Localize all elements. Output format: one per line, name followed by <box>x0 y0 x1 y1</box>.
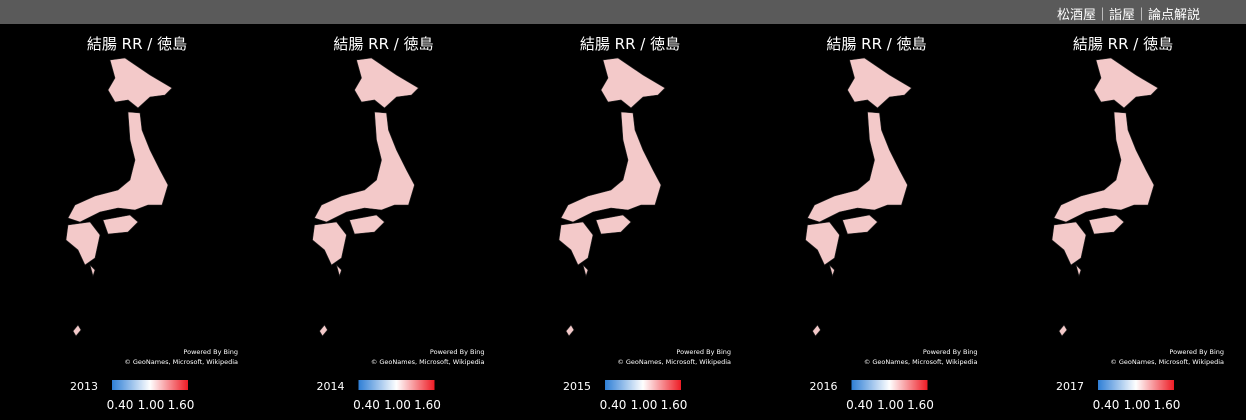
panel-title: 結腸 RR / 徳島 <box>333 35 433 53</box>
region-shape <box>107 57 173 109</box>
map-panel: 結腸 RR / 徳島 Powered By Bing © GeoNames, Mic… <box>65 35 238 412</box>
color-scale <box>112 380 188 390</box>
color-scale <box>851 380 928 390</box>
region-shape <box>335 263 342 278</box>
panel-title: 結腸 RR / 徳島 <box>826 35 926 53</box>
region-shape <box>314 111 415 223</box>
region-shape <box>582 263 589 278</box>
legend-max: 1.60 <box>661 398 688 412</box>
map-panel: 結腸 RR / 徳島 Powered By Bing © GeoNames, Mic… <box>1051 35 1224 412</box>
credit: © GeoNames, Microsoft, Wikipedia <box>617 358 731 366</box>
legend-min: 0.40 <box>107 398 134 412</box>
legend-year: 2014 <box>317 380 345 393</box>
credit: Powered By Bing <box>923 348 978 356</box>
legend-mid: 1.00 <box>138 398 165 412</box>
region-shape <box>72 324 82 337</box>
region-shape <box>600 57 666 109</box>
region-shape <box>807 111 908 223</box>
legend-max: 1.60 <box>1154 398 1181 412</box>
panel-title: 結腸 RR / 徳島 <box>1073 35 1173 53</box>
credit: © GeoNames, Microsoft, Wikipedia <box>1110 358 1224 366</box>
legend-max: 1.60 <box>907 398 934 412</box>
legend-min: 0.40 <box>846 398 873 412</box>
region-shape <box>558 221 594 266</box>
legend-max: 1.60 <box>168 398 195 412</box>
region-shape <box>1058 324 1068 337</box>
credit: © GeoNames, Microsoft, Wikipedia <box>124 358 238 366</box>
region-shape <box>565 324 575 337</box>
legend-year: 2015 <box>563 380 591 393</box>
credit: Powered By Bing <box>1169 348 1224 356</box>
region-shape <box>102 214 139 235</box>
map-panel: 結腸 RR / 徳島 Powered By Bing © GeoNames, Mic… <box>558 35 731 412</box>
region-shape <box>319 324 328 337</box>
legend-min: 0.40 <box>353 398 380 412</box>
panel-title: 結腸 RR / 徳島 <box>580 35 680 53</box>
region-shape <box>1093 57 1159 109</box>
credit: © GeoNames, Microsoft, Wikipedia <box>371 358 485 366</box>
color-scale <box>605 380 681 390</box>
credit: Powered By Bing <box>183 348 238 356</box>
region-shape <box>828 263 835 278</box>
region-shape <box>805 221 840 266</box>
region-shape <box>89 263 96 278</box>
legend-year: 2017 <box>1056 380 1084 393</box>
region-shape <box>312 221 347 266</box>
legend-min: 0.40 <box>600 398 627 412</box>
map-panel: 結腸 RR / 徳島 Powered By Bing © GeoNames, Mic… <box>805 35 978 412</box>
region-shape <box>1053 111 1155 223</box>
region-shape <box>1051 221 1087 266</box>
brand: 松酒屋｜詣屋｜論点解説 <box>1056 8 1200 23</box>
color-scale <box>1098 380 1174 390</box>
region-shape <box>354 57 419 109</box>
region-shape <box>65 221 101 266</box>
credit: © GeoNames, Microsoft, Wikipedia <box>864 358 978 366</box>
region-shape <box>847 57 912 109</box>
legend-year: 2013 <box>70 380 98 393</box>
color-scale <box>358 380 435 390</box>
top-bar: 松酒屋｜詣屋｜論点解説 <box>0 0 1246 24</box>
region-shape <box>595 214 632 235</box>
legend-mid: 1.00 <box>1124 398 1151 412</box>
region-shape <box>842 214 878 235</box>
legend-year: 2016 <box>810 380 838 393</box>
legend-min: 0.40 <box>1093 398 1120 412</box>
legend-mid: 1.00 <box>384 398 411 412</box>
region-shape <box>560 111 662 223</box>
legend-mid: 1.00 <box>631 398 658 412</box>
legend-mid: 1.00 <box>877 398 904 412</box>
credit: Powered By Bing <box>676 348 731 356</box>
credit: Powered By Bing <box>430 348 485 356</box>
region-shape <box>812 324 821 337</box>
region-shape <box>349 214 385 235</box>
legend-max: 1.60 <box>414 398 441 412</box>
map-panel: 結腸 RR / 徳島 Powered By Bing © GeoNames, Mic… <box>312 35 485 412</box>
panel-title: 結腸 RR / 徳島 <box>87 35 187 53</box>
region-shape <box>1075 263 1082 278</box>
region-shape <box>1088 214 1125 235</box>
region-shape <box>67 111 169 223</box>
